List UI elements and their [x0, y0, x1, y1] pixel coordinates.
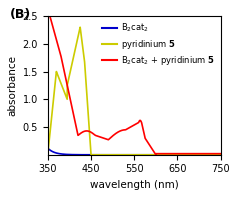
Y-axis label: absorbance: absorbance — [7, 55, 17, 116]
Legend: B$_2$cat$_2$, pyridinium $\mathbf{5}$, B$_2$cat$_2$ + pyridinium $\mathbf{5}$: B$_2$cat$_2$, pyridinium $\mathbf{5}$, B… — [100, 20, 217, 69]
Text: (B): (B) — [10, 8, 31, 21]
X-axis label: wavelength (nm): wavelength (nm) — [90, 180, 179, 190]
